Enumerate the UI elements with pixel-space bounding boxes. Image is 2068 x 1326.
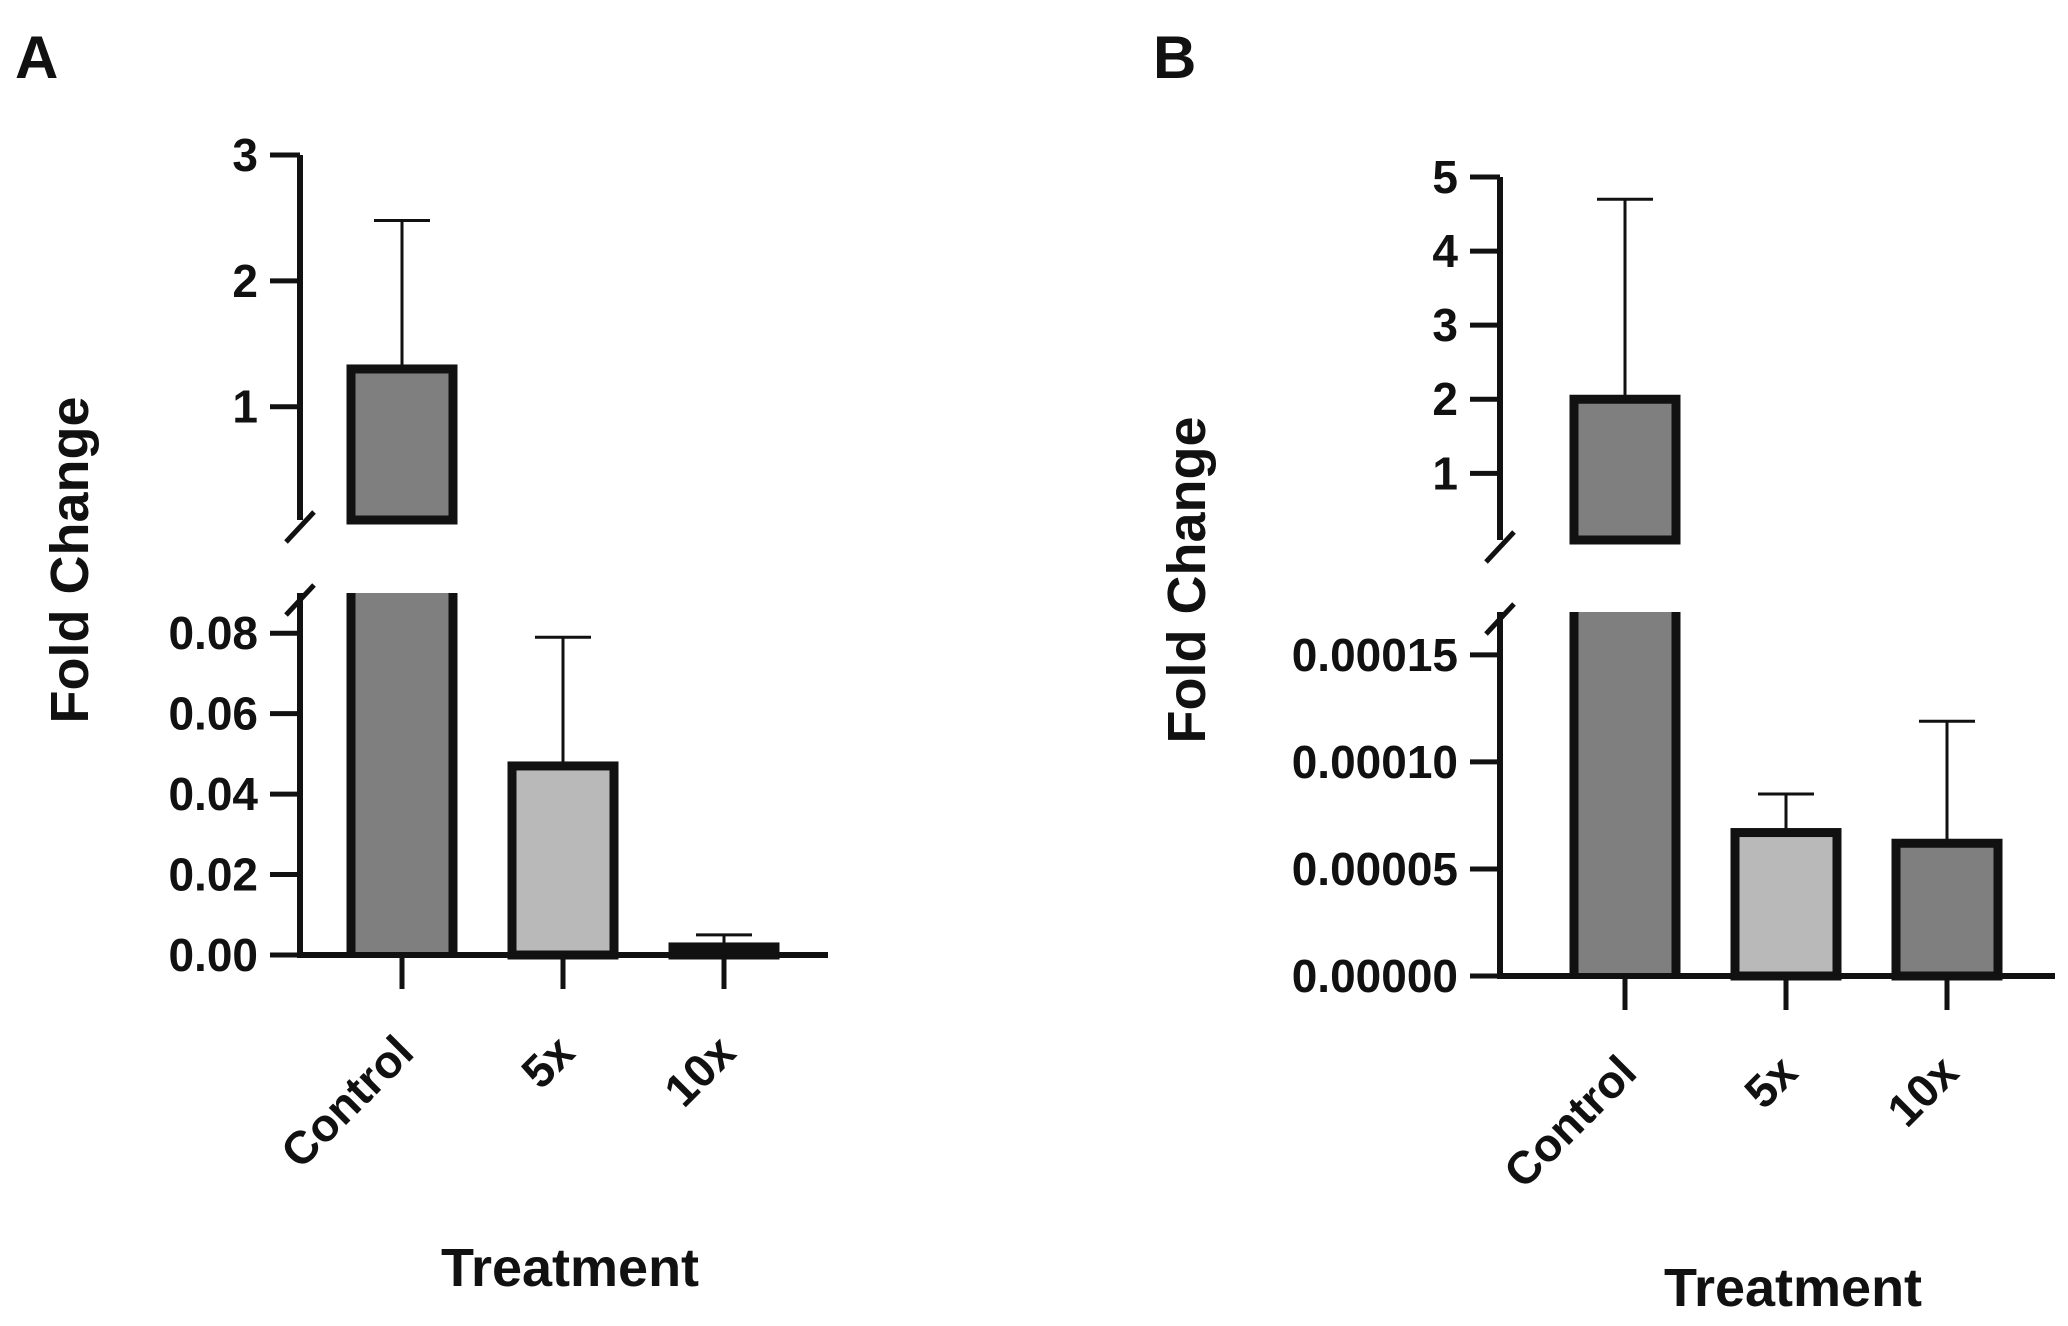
y-tick-label: 0.00015 [1292, 629, 1458, 681]
y-tick-label: 5 [1432, 151, 1458, 203]
x-tick-label-control: Control [271, 1025, 423, 1177]
y-tick-label: 0.08 [168, 607, 258, 659]
axis-break-mark [1484, 602, 1516, 636]
bar-control-upper [1569, 394, 1681, 545]
bar-control-lower [351, 593, 453, 955]
y-tick-label: 3 [1432, 299, 1458, 351]
y-tick-label: 1 [1432, 447, 1458, 499]
y-axis-title: Fold Change [1157, 417, 1217, 744]
y-tick-label: 0.00010 [1292, 736, 1458, 788]
bar-edge [1569, 612, 1681, 976]
axis-break-mark [284, 583, 316, 617]
x-tick-label-control: Control [1494, 1045, 1646, 1197]
panel-b-chart: B 0.00000 0.00005 0.00010 0.00015 1 2 3 4 5 Contro… [1153, 24, 2055, 1318]
x-tick-label-5x: 5x [511, 1025, 584, 1098]
y-tick-label: 2 [232, 255, 258, 307]
x-axis-title: Treatment [1664, 1258, 1922, 1318]
bar-5x [507, 761, 619, 960]
bar-control-lower [1574, 612, 1676, 976]
bar-10x [1891, 838, 2003, 981]
bar-5x [1730, 828, 1842, 981]
y-tick-label: 0.00005 [1292, 843, 1458, 895]
panel-a-chart: A 0.00 0.02 0.04 0.06 0.08 1 2 3 Control 5x 10x Fold… [15, 24, 828, 1298]
axis-break-mark [284, 510, 316, 544]
axis-break-mark [1484, 530, 1516, 564]
panel-label: A [15, 24, 58, 91]
y-axis-title: Fold Change [40, 397, 100, 724]
y-tick-label: 0.00 [168, 929, 258, 981]
y-tick-label: 0.02 [168, 849, 258, 901]
x-tick-label-10x: 10x [654, 1025, 745, 1116]
y-tick-label: 0.00000 [1292, 950, 1458, 1002]
bar-edge [346, 593, 458, 955]
y-tick-label: 2 [1432, 373, 1458, 425]
y-tick-label: 3 [232, 129, 258, 181]
x-tick-label-5x: 5x [1734, 1045, 1807, 1118]
y-tick-label: 1 [232, 381, 258, 433]
x-tick-label-10x: 10x [1877, 1045, 1968, 1136]
y-tick-label: 0.06 [168, 688, 258, 740]
x-axis-title: Treatment [441, 1238, 699, 1298]
y-tick-label: 4 [1432, 225, 1458, 277]
panel-label: B [1153, 24, 1196, 91]
bar-control-upper [346, 364, 458, 525]
y-tick-label: 0.04 [168, 768, 258, 820]
